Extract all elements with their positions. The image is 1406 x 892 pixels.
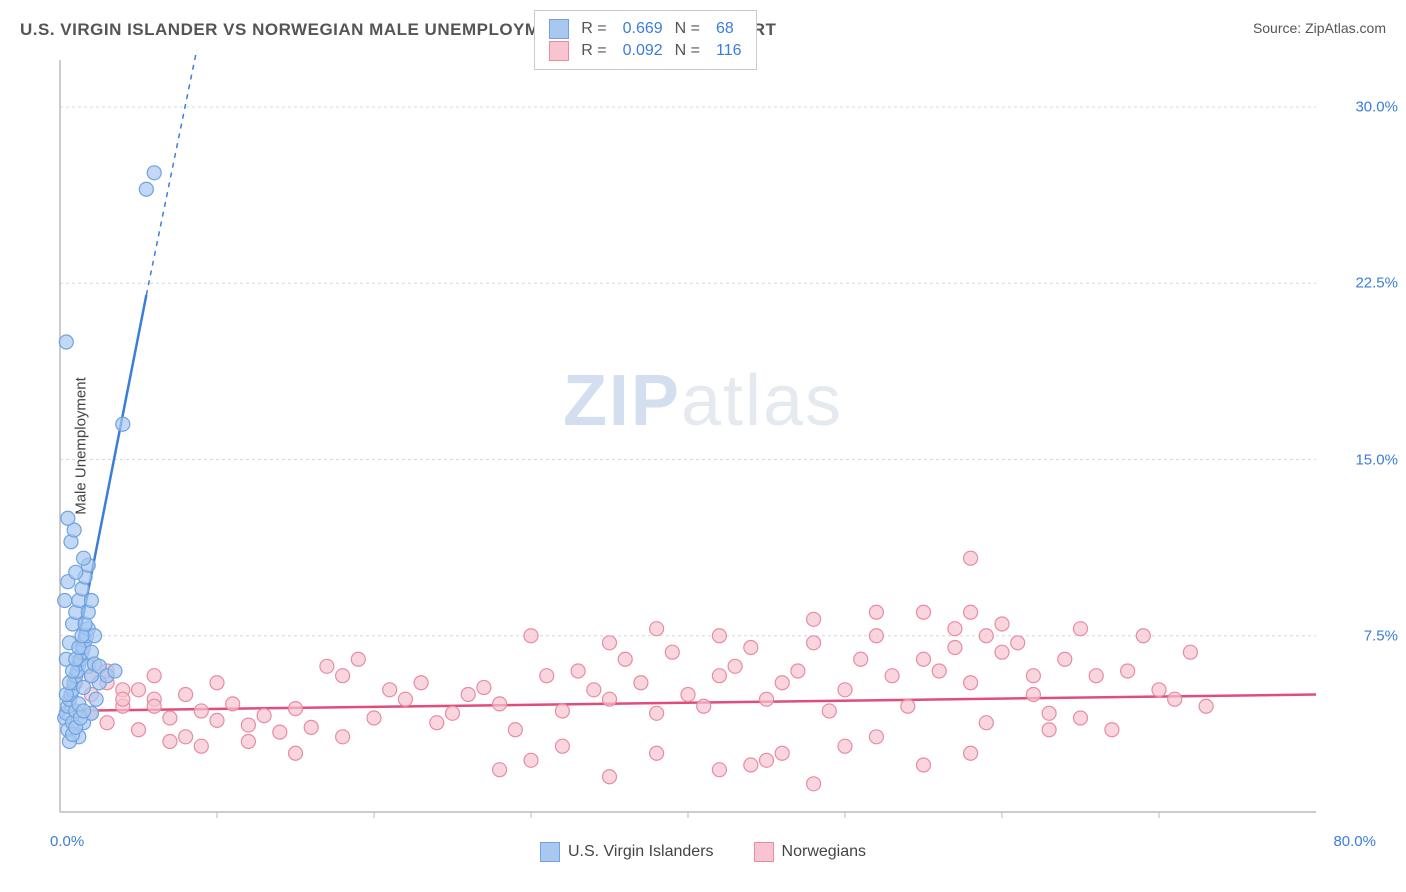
- stat-value: 116: [716, 42, 742, 60]
- stat-label: R =: [581, 20, 606, 38]
- legend-item: U.S. Virgin Islanders: [540, 842, 714, 862]
- stats-legend-row: R = 0.092 N = 116: [549, 41, 741, 61]
- legend-label: Norwegians: [782, 843, 866, 861]
- legend-item: Norwegians: [754, 842, 866, 862]
- source-attribution: Source: ZipAtlas.com: [1253, 20, 1386, 36]
- stat-label: N =: [675, 42, 700, 60]
- y-axis-tick: 15.0%: [1355, 451, 1398, 468]
- y-axis-tick: 22.5%: [1355, 275, 1398, 292]
- legend-swatch-icon: [540, 842, 560, 862]
- x-axis-tick: 0.0%: [50, 833, 84, 850]
- legend-swatch-icon: [549, 41, 569, 61]
- stat-value: 0.669: [623, 20, 663, 38]
- stat-label: N =: [675, 20, 700, 38]
- scatter-plot: [50, 50, 1376, 832]
- series-legend: U.S. Virgin Islanders Norwegians: [540, 842, 866, 862]
- stat-value: 0.092: [623, 42, 663, 60]
- y-axis-tick: 30.0%: [1355, 99, 1398, 116]
- stat-value: 68: [716, 20, 734, 38]
- legend-swatch-icon: [549, 19, 569, 39]
- y-axis-tick: 7.5%: [1364, 627, 1398, 644]
- x-axis-tick: 80.0%: [1333, 833, 1376, 850]
- stat-label: R =: [581, 42, 606, 60]
- legend-label: U.S. Virgin Islanders: [568, 843, 714, 861]
- chart-container: U.S. VIRGIN ISLANDER VS NORWEGIAN MALE U…: [0, 0, 1406, 892]
- stats-legend: R = 0.669 N = 68 R = 0.092 N = 116: [534, 10, 756, 70]
- legend-swatch-icon: [754, 842, 774, 862]
- stats-legend-row: R = 0.669 N = 68: [549, 19, 741, 39]
